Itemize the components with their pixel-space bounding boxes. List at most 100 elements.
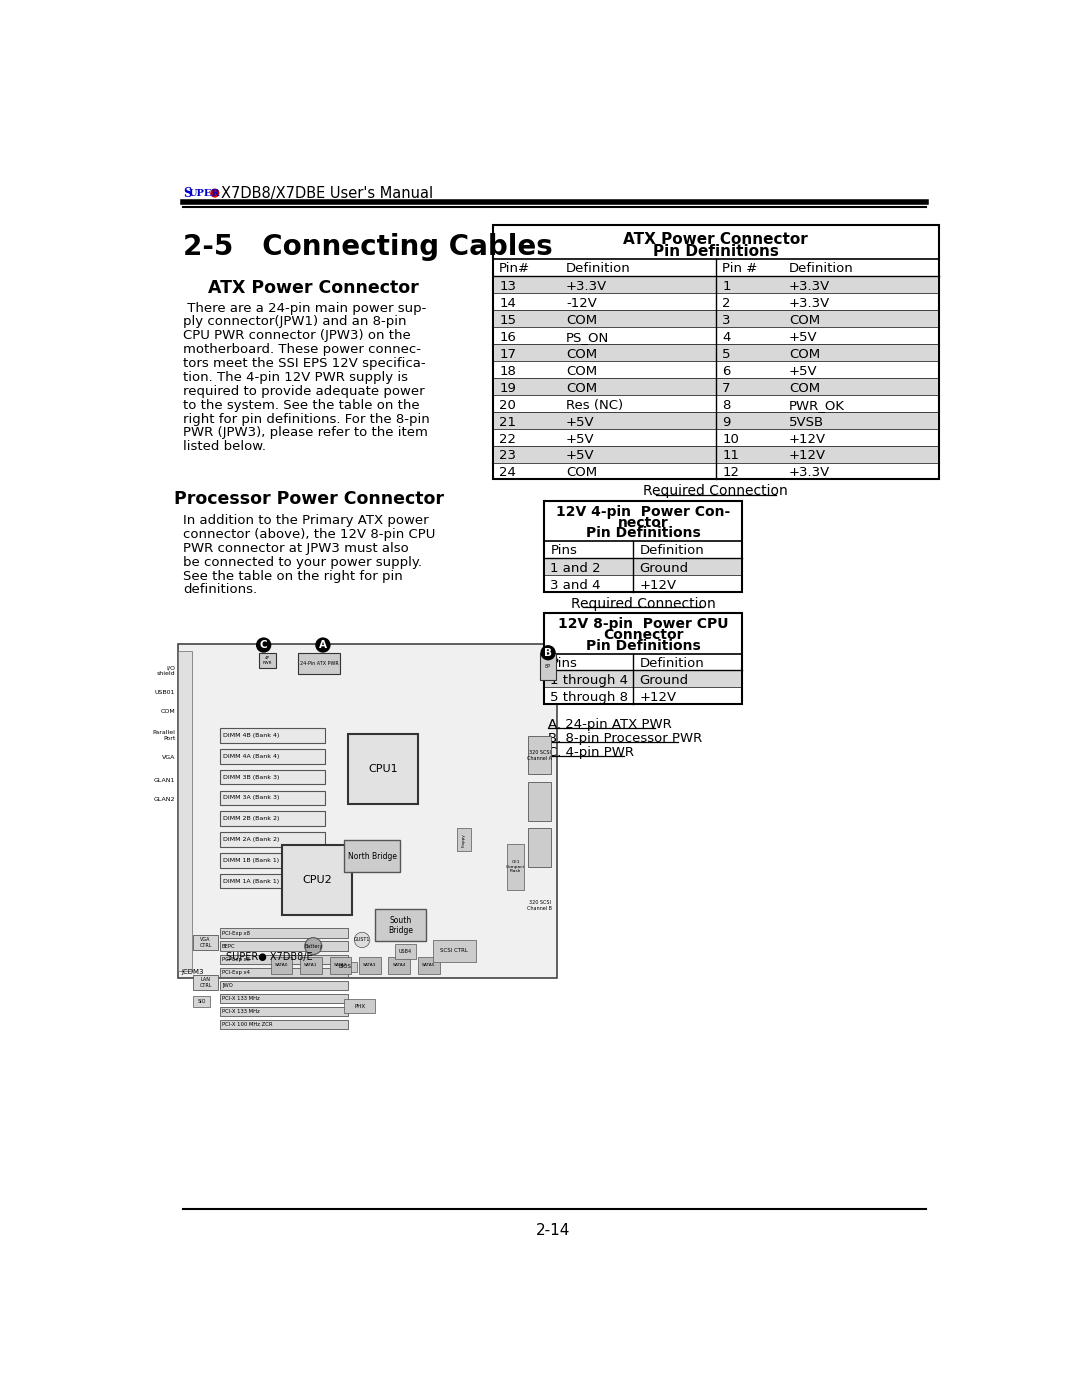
Text: +5V: +5V [566, 450, 595, 462]
Text: GLAN1: GLAN1 [154, 778, 175, 784]
Text: CPU2: CPU2 [302, 875, 332, 884]
Bar [220, 770, 325, 784]
Text: 320 SCSI
Channel B: 320 SCSI Channel B [527, 900, 552, 911]
Text: VGA: VGA [162, 756, 175, 760]
Circle shape [316, 638, 329, 652]
Text: 3 and 4: 3 and 4 [551, 578, 600, 592]
Text: COM: COM [788, 381, 820, 395]
Text: 2-5   Connecting Cables: 2-5 Connecting Cables [183, 233, 553, 261]
Text: SATA3: SATA3 [363, 964, 377, 967]
Text: +12V: +12V [639, 578, 676, 592]
Text: BEPC: BEPC [221, 943, 235, 949]
Text: 1: 1 [723, 279, 730, 293]
Text: listed below.: listed below. [183, 440, 266, 453]
Text: 22: 22 [499, 433, 516, 446]
Bar [193, 975, 218, 990]
Text: 2: 2 [723, 298, 730, 310]
Text: See the table on the right for pin: See the table on the right for pin [183, 570, 403, 583]
Bar [220, 791, 325, 805]
Text: 14: 14 [499, 298, 516, 310]
Bar [375, 909, 426, 942]
Bar [329, 957, 351, 974]
Text: +5V: +5V [566, 415, 595, 429]
Text: Ground: Ground [639, 675, 688, 687]
Text: 2-14: 2-14 [537, 1222, 570, 1238]
Text: C. 4-pin PWR: C. 4-pin PWR [548, 746, 634, 759]
Bar [418, 957, 440, 974]
Text: DIMM 3A (Bank 3): DIMM 3A (Bank 3) [222, 795, 279, 800]
Text: COM: COM [566, 348, 597, 360]
Bar [220, 981, 348, 990]
Text: 3: 3 [723, 314, 730, 327]
Text: COM: COM [161, 708, 175, 714]
Text: nector: nector [618, 515, 669, 529]
Text: 5: 5 [723, 348, 730, 360]
Bar [220, 968, 348, 977]
Bar [220, 833, 325, 847]
Text: to the system. See the table on the: to the system. See the table on the [183, 398, 420, 412]
Bar [177, 644, 557, 978]
Text: COM: COM [788, 348, 820, 360]
Text: +3.3V: +3.3V [566, 279, 607, 293]
Bar [220, 993, 348, 1003]
Text: 7: 7 [723, 381, 730, 395]
Text: B. 8-pin Processor PWR: B. 8-pin Processor PWR [548, 732, 702, 745]
Bar [494, 277, 937, 293]
Text: 5VSB: 5VSB [788, 415, 824, 429]
Text: right for pin definitions. For the 8-pin: right for pin definitions. For the 8-pin [183, 412, 430, 426]
Text: -12V: -12V [566, 298, 597, 310]
Text: LAN
CTRL: LAN CTRL [200, 977, 212, 988]
Bar [300, 957, 322, 974]
Bar [389, 957, 410, 974]
Text: tion. The 4-pin 12V PWR supply is: tion. The 4-pin 12V PWR supply is [183, 372, 408, 384]
Text: 12V 8-pin  Power CPU: 12V 8-pin Power CPU [557, 617, 728, 631]
Bar [545, 557, 741, 576]
Text: USB4: USB4 [399, 949, 413, 954]
Bar [220, 1007, 348, 1016]
Text: USB01: USB01 [154, 690, 175, 694]
Text: ATX Power Connector: ATX Power Connector [207, 279, 419, 298]
Text: Definition: Definition [566, 263, 631, 275]
Text: PWR_OK: PWR_OK [788, 398, 845, 412]
Text: connector (above), the 12V 8-pin CPU: connector (above), the 12V 8-pin CPU [183, 528, 435, 541]
Text: 1 through 4: 1 through 4 [551, 675, 629, 687]
Text: CPU PWR connector (JPW3) on the: CPU PWR connector (JPW3) on the [183, 330, 410, 342]
Text: A. 24-pin ATX PWR: A. 24-pin ATX PWR [548, 718, 672, 731]
Text: PCI-X 133 MHz: PCI-X 133 MHz [221, 1009, 259, 1014]
Text: PHX: PHX [354, 1003, 365, 1009]
Text: GUST1: GUST1 [354, 937, 370, 943]
Text: ply connector(JPW1) and an 8-pin: ply connector(JPW1) and an 8-pin [183, 316, 406, 328]
Text: I/O
shield: I/O shield [157, 665, 175, 676]
Text: B: B [544, 648, 552, 658]
Text: SATA0: SATA0 [274, 964, 288, 967]
Bar [193, 935, 218, 950]
Text: definitions.: definitions. [183, 584, 257, 597]
Bar [545, 671, 741, 687]
Text: C: C [260, 640, 268, 650]
Text: SATA4: SATA4 [392, 964, 406, 967]
Bar [282, 845, 352, 915]
Text: 19: 19 [499, 381, 516, 395]
Text: 4: 4 [723, 331, 730, 344]
Text: Pin Definitions: Pin Definitions [653, 244, 779, 258]
Bar [220, 812, 325, 826]
Text: +5V: +5V [566, 433, 595, 446]
Bar [494, 446, 937, 462]
Text: 15: 15 [499, 314, 516, 327]
Text: SATA1: SATA1 [305, 964, 318, 967]
Bar [271, 957, 293, 974]
Text: Required Connection: Required Connection [644, 485, 788, 499]
Text: Required Connection: Required Connection [570, 597, 715, 610]
Bar [528, 828, 551, 866]
Bar [433, 940, 476, 961]
Bar [528, 736, 551, 774]
Text: Definition: Definition [639, 657, 704, 669]
Text: BIOS: BIOS [338, 964, 351, 970]
Text: COM: COM [566, 381, 597, 395]
Bar [259, 652, 276, 668]
Text: PCI-X 100 MHz ZCR: PCI-X 100 MHz ZCR [221, 1023, 272, 1027]
Bar [394, 944, 416, 960]
Text: S: S [183, 187, 191, 200]
Bar [220, 854, 325, 868]
Text: DIMM 1A (Bank 1): DIMM 1A (Bank 1) [222, 879, 279, 883]
